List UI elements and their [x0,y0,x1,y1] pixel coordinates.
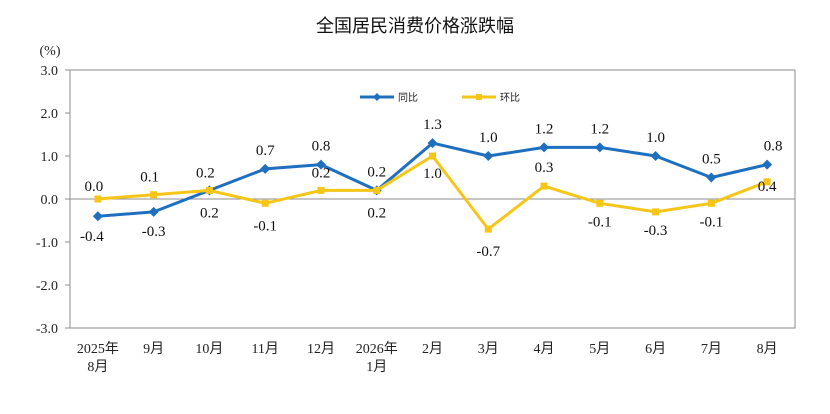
data-label: -0.1 [588,214,612,230]
x-tick-label: 10月 [195,341,223,357]
y-tick-label: 2.0 [41,107,59,122]
data-point-marker [261,199,269,207]
x-tick-label: 2025年 8月 [77,341,119,375]
data-label: -0.7 [476,244,500,260]
legend-label: 同比 [398,92,418,104]
data-label: -0.4 [80,229,104,245]
data-label: -0.3 [142,224,166,240]
data-label: 0.8 [764,139,783,155]
x-tick-label: 12月 [307,341,335,357]
data-label: 0.5 [702,152,721,168]
data-point-marker [652,208,660,216]
data-label: 0.7 [256,143,275,159]
data-label: 0.8 [312,139,331,155]
x-tick-label: 11月 [251,341,278,357]
x-tick-label: 7月 [701,341,722,357]
series-layer [92,138,773,233]
data-point-marker [373,186,381,194]
data-point-marker [596,199,604,207]
data-point-marker [317,186,325,194]
data-label: 0.2 [312,165,331,181]
data-label: 0.2 [367,164,386,180]
y-tick-label: 1.0 [41,150,59,165]
x-tick-label: 6月 [645,341,666,357]
data-point-marker [148,206,159,217]
data-point-marker [315,159,326,170]
data-label: 0.0 [85,179,104,195]
x-tick-label: 9月 [143,341,164,357]
data-point-marker [205,186,213,194]
data-point-marker [427,138,438,149]
data-label: -0.1 [699,214,723,230]
y-tick-label: 3.0 [41,64,59,79]
x-tick-label: 8月 [757,341,778,357]
data-point-marker [92,211,103,222]
data-point-marker [150,191,158,199]
y-tick-label: -1.0 [36,236,58,251]
y-axis-unit: (%) [40,44,61,59]
data-point-marker [94,195,102,203]
data-point-marker [483,151,494,161]
data-label: 0.2 [196,165,215,181]
data-label: 1.2 [590,121,609,137]
data-point-marker [429,152,436,160]
x-tick-label: 3月 [478,341,499,357]
y-axis-ticks: 3.0 2.0 1.0 0.0 -1.0 -2.0 -3.0 [36,64,70,337]
data-label: 1.2 [535,121,554,137]
x-axis-ticks: 2025年 8月 9月 10月 11月 12月 2026年 1月 2月 3月 4月 5月 6月 7月 8月 [77,341,778,375]
data-labels: -0.4 -0.3 0.2 0.7 0.8 0.2 1.3 1.0 1.2 1.2 1.0 0.5 0.… [80,117,782,260]
data-point-marker [706,172,717,183]
data-label: 1.0 [479,130,498,146]
y-tick-label: 0.0 [41,193,59,208]
y-tick-label: -2.0 [36,279,58,294]
data-label: -0.1 [253,218,277,234]
data-point-marker [763,178,771,186]
data-point-marker [650,151,661,161]
data-point-marker [540,182,548,190]
x-tick-label: 4月 [534,341,555,357]
data-point-marker [484,225,492,233]
data-point-marker [707,199,715,207]
legend: 同比 环比 [360,92,520,104]
data-point-marker [539,142,550,153]
data-label: 1.3 [423,117,442,133]
data-point-marker [762,159,773,170]
data-label: 1.0 [423,166,442,182]
data-label: 0.2 [200,205,219,221]
data-label: 0.4 [758,179,777,195]
data-label: 0.1 [140,170,159,186]
data-label: -0.3 [644,223,668,239]
x-tick-label: 2月 [422,341,443,357]
data-label: 0.2 [367,205,386,221]
x-tick-label: 2026年 1月 [356,341,398,375]
data-label: 1.0 [646,130,665,146]
data-point-marker [594,142,605,153]
legend-marker [476,94,482,100]
chart-title: 全国居民消费价格涨跌幅 [316,16,514,37]
x-tick-label: 5月 [589,341,610,357]
data-point-marker [260,163,271,174]
legend-marker [373,93,381,101]
y-tick-label: -3.0 [36,322,58,337]
legend-label: 环比 [500,92,520,104]
data-label: 0.3 [535,160,554,176]
